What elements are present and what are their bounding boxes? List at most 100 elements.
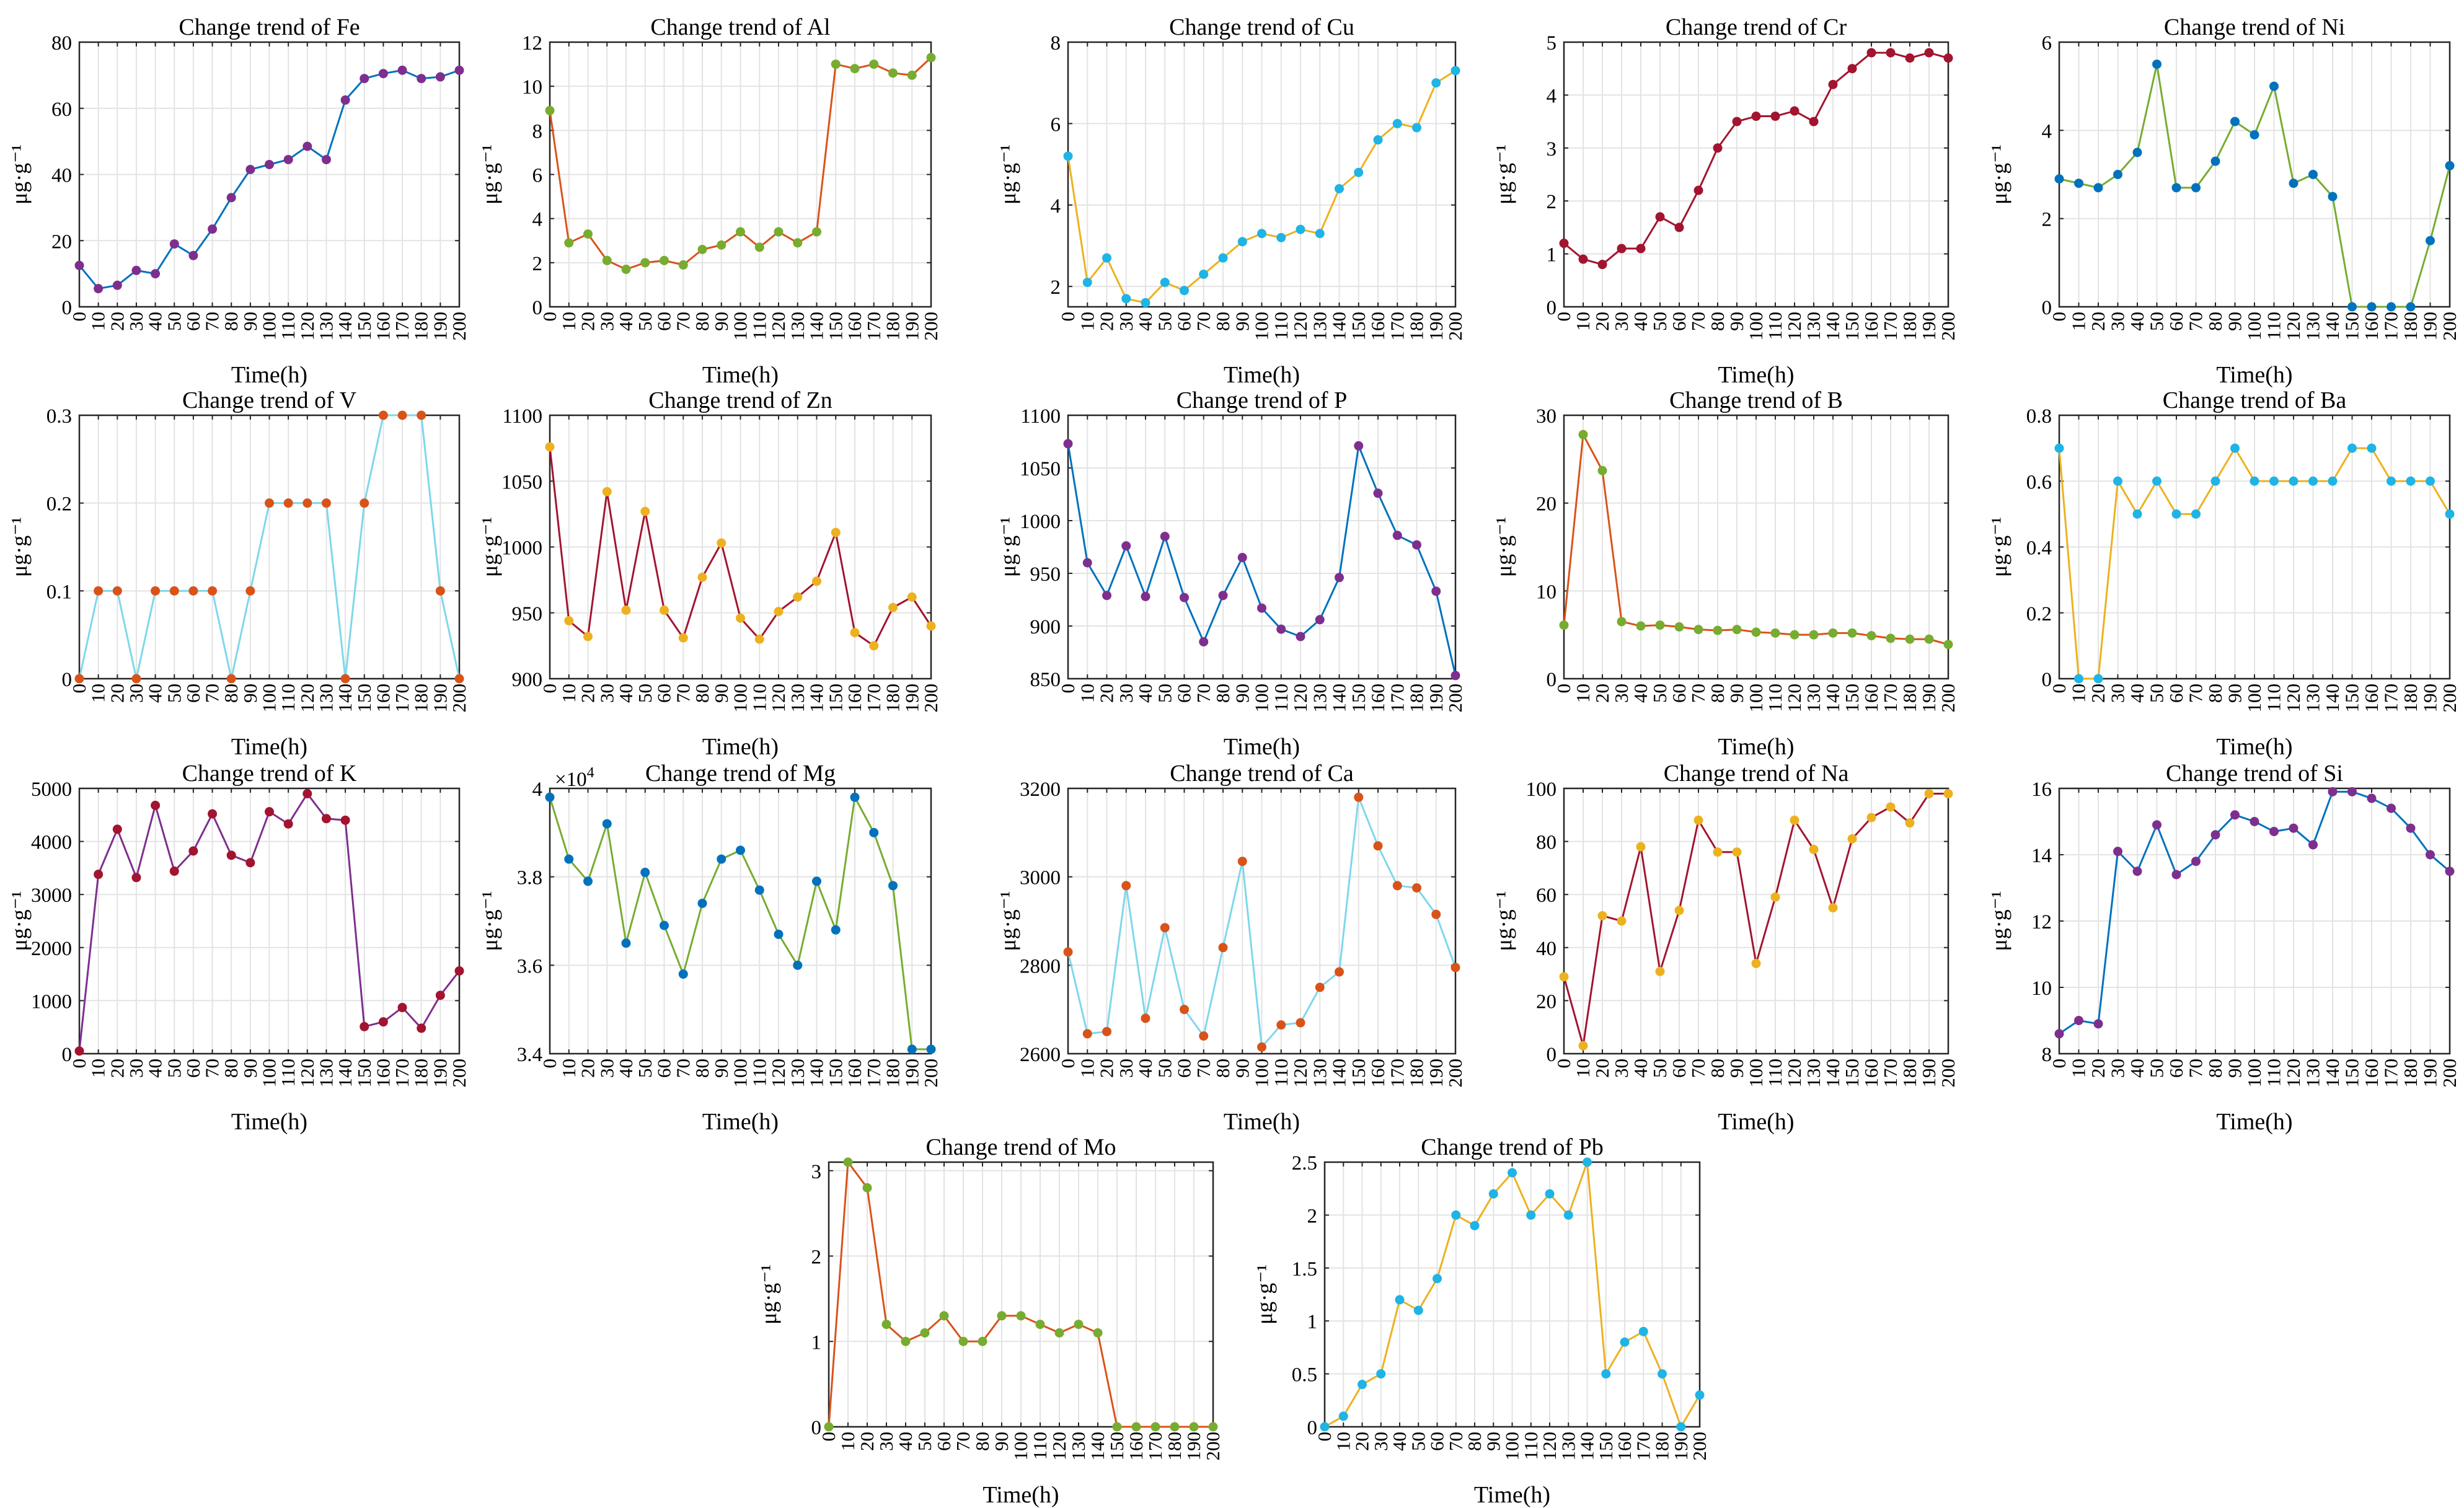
data-point	[1431, 909, 1441, 919]
chart-cr: 0102030405060708090100110120130140150160…	[1491, 14, 1959, 388]
x-tick-label: 190	[1670, 1432, 1692, 1461]
data-point	[2269, 476, 2279, 486]
x-tick-label: 190	[2419, 312, 2441, 341]
data-point	[2367, 793, 2377, 803]
x-tick-label: 170	[1386, 684, 1408, 713]
x-tick-label: 100	[1745, 312, 1767, 341]
x-tick-label: 100	[730, 684, 751, 713]
data-point	[2328, 192, 2338, 201]
data-point	[1257, 603, 1266, 613]
y-tick-label: 40	[1536, 938, 1557, 960]
data-point	[678, 260, 688, 270]
x-tick-label: 90	[1231, 1059, 1253, 1078]
data-point	[245, 164, 255, 174]
x-axis-label: Time(h)	[2216, 362, 2292, 388]
x-tick-label: 70	[672, 312, 694, 331]
data-point	[1790, 630, 1799, 640]
x-tick-label: 30	[125, 684, 147, 703]
data-point	[1638, 1326, 1648, 1336]
data-point	[1141, 591, 1150, 601]
data-point	[2171, 870, 2181, 880]
data-point	[1545, 1189, 1555, 1199]
data-point	[1597, 260, 1607, 270]
data-point	[1617, 244, 1627, 254]
x-tick-label: 60	[933, 1432, 955, 1451]
x-tick-label: 190	[429, 684, 451, 713]
data-point	[660, 920, 669, 930]
data-point	[850, 792, 860, 802]
x-tick-label: 200	[1689, 1432, 1710, 1461]
data-point	[1559, 972, 1569, 982]
x-tick-label: 30	[1610, 312, 1632, 331]
data-point	[1732, 117, 1742, 126]
data-point	[74, 260, 84, 270]
data-point	[2387, 803, 2396, 813]
data-point	[2230, 117, 2240, 126]
data-point	[112, 280, 122, 290]
data-point	[2171, 183, 2181, 193]
data-point	[1866, 813, 1876, 822]
chart-mo: 0102030405060708090100110120130140150160…	[756, 1134, 1224, 1508]
data-point	[717, 854, 726, 864]
x-tick-label: 80	[1212, 312, 1234, 331]
x-tick-label: 150	[1841, 312, 1863, 341]
data-point	[1160, 278, 1170, 288]
data-point	[1412, 540, 1421, 550]
y-tick-label: 0.2	[2026, 603, 2052, 625]
x-tick-label: 140	[334, 684, 356, 713]
x-tick-label: 50	[2146, 312, 2168, 331]
data-point	[74, 674, 84, 684]
x-tick-label: 150	[2341, 312, 2363, 341]
data-point	[640, 506, 650, 516]
data-point	[1508, 1168, 1517, 1178]
x-axis-label: Time(h)	[1224, 734, 1300, 760]
chart-b: 0102030405060708090100110120130140150160…	[1491, 387, 1959, 760]
data-point	[283, 819, 293, 829]
x-tick-label: 30	[2107, 1059, 2129, 1078]
data-point	[2250, 476, 2259, 486]
x-tick-label: 140	[806, 1059, 828, 1088]
x-tick-label: 180	[1899, 312, 1920, 341]
y-tick-label: 2	[1307, 1205, 1318, 1227]
y-tick-label: 80	[51, 32, 72, 55]
data-point	[888, 602, 898, 612]
x-tick-label: 170	[391, 684, 413, 713]
data-point	[208, 224, 218, 234]
x-tick-label: 0	[1057, 1059, 1079, 1069]
data-point	[245, 858, 255, 868]
y-tick-label: 2	[811, 1246, 822, 1269]
x-tick-label: 20	[1591, 312, 1613, 331]
x-tick-label: 140	[1822, 684, 1844, 713]
x-tick-label: 0	[68, 1059, 90, 1069]
x-tick-label: 170	[1386, 1059, 1408, 1088]
data-point	[1296, 1018, 1305, 1028]
data-point	[208, 809, 218, 819]
x-tick-label: 20	[106, 684, 128, 703]
x-tick-label: 110	[1520, 1432, 1542, 1460]
data-point	[1770, 628, 1780, 638]
x-tick-label: 180	[1406, 312, 1428, 341]
y-tick-label: 950	[512, 603, 543, 625]
y-tick-label: 3000	[31, 884, 72, 907]
data-point	[151, 586, 161, 596]
y-axis-label: μg·g⁻¹	[1491, 144, 1516, 205]
x-tick-label: 20	[2087, 1059, 2109, 1078]
x-tick-label: 70	[1687, 312, 1709, 331]
data-point	[1617, 916, 1627, 926]
data-point	[2132, 148, 2142, 157]
y-tick-label: 2	[2042, 209, 2052, 231]
data-point	[1082, 278, 1092, 288]
x-tick-label: 100	[2243, 312, 2265, 341]
x-tick-label: 10	[2068, 1059, 2090, 1078]
data-point	[2269, 81, 2279, 91]
x-tick-label: 120	[1289, 1059, 1311, 1088]
x-tick-label: 200	[1444, 1059, 1466, 1088]
data-point	[454, 65, 464, 75]
x-tick-label: 90	[1726, 312, 1747, 331]
data-point	[454, 674, 464, 684]
x-tick-label: 160	[372, 684, 394, 713]
data-point	[1296, 224, 1305, 234]
x-tick-label: 20	[577, 1059, 599, 1078]
x-tick-label: 110	[1764, 312, 1786, 340]
y-tick-label: 2	[1547, 191, 1557, 213]
